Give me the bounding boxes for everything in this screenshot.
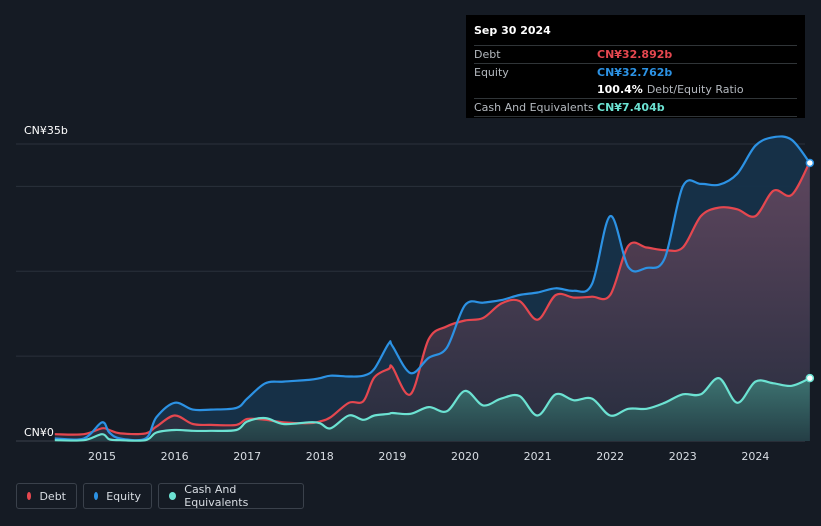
tooltip-equity-value: CN¥32.762b (597, 66, 673, 79)
x-tick-label: 2019 (378, 450, 406, 463)
tooltip-date: Sep 30 2024 (474, 15, 797, 46)
tooltip-ratio-value: 100.4% (597, 83, 643, 96)
tooltip-equity-label: Equity (474, 66, 509, 79)
x-tick-label: 2024 (741, 450, 769, 463)
legend-debt-dot (27, 492, 32, 500)
legend-equity-label: Equity (106, 489, 141, 503)
legend-equity[interactable]: Equity (83, 483, 152, 509)
legend-debt[interactable]: Debt (16, 483, 77, 509)
legend-cash-dot (169, 492, 177, 500)
cash-end-marker (805, 373, 815, 383)
x-tick-label: 2020 (451, 450, 479, 463)
debt-area (54, 161, 810, 441)
x-axis-labels: 2015 2016 2017 2018 2019 2020 2021 2022 2023 2024 (88, 450, 769, 463)
y-tick-label: CN¥35b (24, 124, 68, 137)
tooltip-cash-value: CN¥7.404b (597, 101, 665, 114)
end-markers (805, 158, 815, 383)
tooltip-debt-label: Debt (474, 48, 501, 61)
y-axis-labels: CN¥35b CN¥0 (24, 124, 68, 439)
tooltip-panel: Sep 30 2024 Debt CN¥32.892b Equity CN¥32… (466, 15, 805, 118)
tooltip-ratio-label: Debt/Equity Ratio (646, 83, 744, 96)
x-tick-label: 2021 (524, 450, 552, 463)
x-tick-label: 2018 (306, 450, 334, 463)
legend-equity-dot (94, 492, 99, 500)
tooltip-cash-label: Cash And Equivalents (474, 101, 594, 114)
debt-line (54, 161, 811, 436)
tooltip-equity-row: Equity CN¥32.762b (474, 64, 797, 81)
tooltip-cash-row: Cash And Equivalents CN¥7.404b (474, 99, 797, 117)
series-lines (54, 135, 811, 442)
cash-line (54, 377, 811, 442)
equity-end-marker (805, 158, 815, 168)
tooltip-debt-value: CN¥32.892b (597, 48, 673, 61)
x-tick-label: 2016 (161, 450, 189, 463)
tooltip-ratio-row: 100.4% Debt/Equity Ratio (474, 81, 797, 99)
x-tick-label: 2022 (596, 450, 624, 463)
x-tick-label: 2023 (669, 450, 697, 463)
x-tick-label: 2015 (88, 450, 116, 463)
legend-debt-label: Debt (39, 489, 66, 503)
equity-line (54, 135, 811, 442)
tooltip-debt-row: Debt CN¥32.892b (474, 46, 797, 64)
legend-cash-label: Cash And Equivalents (184, 483, 249, 509)
y-tick-label: CN¥0 (24, 426, 54, 439)
legend-cash[interactable]: Cash And Equivalents (158, 483, 304, 509)
x-tick-label: 2017 (233, 450, 261, 463)
